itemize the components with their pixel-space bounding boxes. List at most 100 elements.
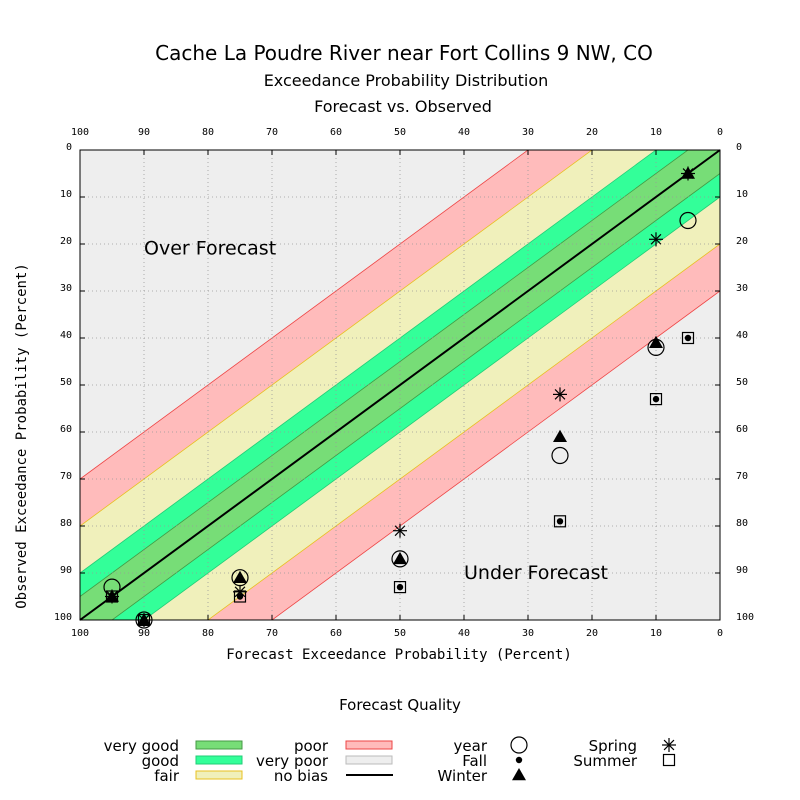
no-bias-line: [79, 149, 721, 621]
legend-marker-summer: [662, 753, 676, 767]
chart-subtitle-2: Forecast vs. Observed: [314, 97, 492, 116]
y-axis-label: Observed Exceedance Probability (Percent…: [14, 263, 30, 609]
point-spring: [233, 584, 247, 599]
annotation-over-forecast: Over Forecast: [144, 238, 276, 260]
asterisk-stroke: [394, 525, 406, 537]
point-summer: [553, 515, 567, 528]
x-tick-label: 0: [717, 628, 723, 639]
y-tick-label-right: 60: [736, 424, 748, 435]
y-tick-label-right: 30: [736, 283, 748, 294]
point-summer: [681, 331, 695, 345]
asterisk-stroke: [682, 168, 694, 179]
point-year: [391, 550, 409, 568]
point-spring: [649, 232, 663, 247]
legend-label-very-good: very good: [104, 737, 179, 755]
point-spring: [393, 523, 407, 538]
x-tick-label-top: 80: [202, 127, 214, 138]
point-spring: [105, 589, 119, 604]
point-winter: [649, 335, 663, 348]
plot-area: 1001009090808070706060505040403030202010…: [54, 127, 754, 639]
asterisk-stroke: [106, 591, 118, 602]
point-summer: [137, 613, 151, 627]
x-axis-label: Forecast Exceedance Probability (Percent…: [226, 647, 572, 663]
point-year: [135, 611, 153, 629]
asterisk-stroke: [663, 739, 675, 751]
point-spring: [137, 613, 151, 627]
legend-marker-winter: [512, 768, 526, 781]
x-tick-label-top: 70: [266, 127, 278, 138]
x-tick-label: 70: [266, 628, 278, 639]
asterisk-stroke: [554, 389, 566, 400]
y-tick-label: 80: [60, 518, 72, 529]
x-tick-label: 20: [586, 628, 598, 639]
point-spring: [681, 166, 695, 181]
y-tick-label-right: 70: [736, 471, 748, 482]
y-tick-label: 60: [60, 424, 72, 435]
legend-swatch-fair: [195, 770, 243, 780]
y-tick-label-right: 20: [736, 236, 748, 247]
legend-label-good: good: [142, 752, 179, 770]
legend-marker-fall: [515, 756, 523, 764]
legend-label-fall: Fall: [462, 752, 487, 770]
chart-subtitle-1: Exceedance Probability Distribution: [264, 71, 549, 90]
point-summer: [393, 580, 407, 594]
point-year: [551, 446, 569, 465]
x-tick-label: 100: [71, 628, 89, 639]
y-tick-label-right: 50: [736, 377, 748, 388]
point-fall: [652, 395, 660, 403]
legend-swatch-very-good: [195, 740, 243, 750]
asterisk-stroke: [234, 586, 246, 598]
y-tick-label: 90: [60, 565, 72, 576]
point-summer: [233, 590, 247, 603]
y-tick-label: 0: [66, 142, 72, 153]
legend-label-poor: poor: [294, 737, 329, 755]
y-tick-label-right: 90: [736, 565, 748, 576]
legend-marker-year: [510, 736, 528, 754]
x-tick-label: 90: [138, 628, 150, 639]
data-points: [103, 166, 697, 629]
x-tick-label-top: 30: [522, 127, 534, 138]
y-tick-label-right: 10: [736, 189, 748, 200]
x-tick-label: 10: [650, 628, 662, 639]
x-tick-label: 50: [394, 628, 406, 639]
x-tick-label-top: 0: [717, 127, 723, 138]
tick-labels: 1001009090808070706060505040403030202010…: [54, 127, 754, 639]
x-tick-label-top: 20: [586, 127, 598, 138]
point-summer: [105, 590, 119, 603]
x-tick-label-top: 50: [394, 127, 406, 138]
point-fall: [556, 518, 564, 525]
legend-label-very-poor: very poor: [256, 752, 329, 770]
point-fall: [396, 583, 404, 591]
y-tick-label-right: 100: [736, 612, 754, 623]
point-winter: [233, 570, 247, 583]
y-tick-label-right: 40: [736, 330, 748, 341]
x-tick-label: 80: [202, 628, 214, 639]
legend-label-spring: Spring: [589, 737, 637, 755]
x-tick-label-top: 10: [650, 127, 662, 138]
x-tick-label-top: 100: [71, 127, 89, 138]
y-tick-label: 40: [60, 330, 72, 341]
y-tick-label: 20: [60, 236, 72, 247]
legend-label-summer: Summer: [573, 752, 637, 770]
legend-swatch-very-poor: [345, 755, 393, 765]
point-fall: [684, 334, 692, 342]
y-tick-label-right: 0: [736, 142, 742, 153]
y-tick-label: 30: [60, 283, 72, 294]
point-winter: [393, 551, 407, 565]
point-winter: [553, 429, 567, 442]
y-tick-label: 50: [60, 377, 72, 388]
x-tick-label: 60: [330, 628, 342, 639]
legend-label-no-bias: no bias: [274, 767, 328, 785]
point-year: [679, 211, 697, 230]
x-tick-label: 40: [458, 628, 470, 639]
x-tick-label-top: 60: [330, 127, 342, 138]
y-tick-label: 10: [60, 189, 72, 200]
legend-swatch-poor: [345, 740, 393, 750]
legend-title: Forecast Quality: [339, 696, 461, 714]
legend-marker-spring: [662, 738, 676, 752]
point-spring: [553, 387, 567, 402]
asterisk-stroke: [138, 614, 150, 626]
annotation-under-forecast: Under Forecast: [464, 562, 608, 584]
